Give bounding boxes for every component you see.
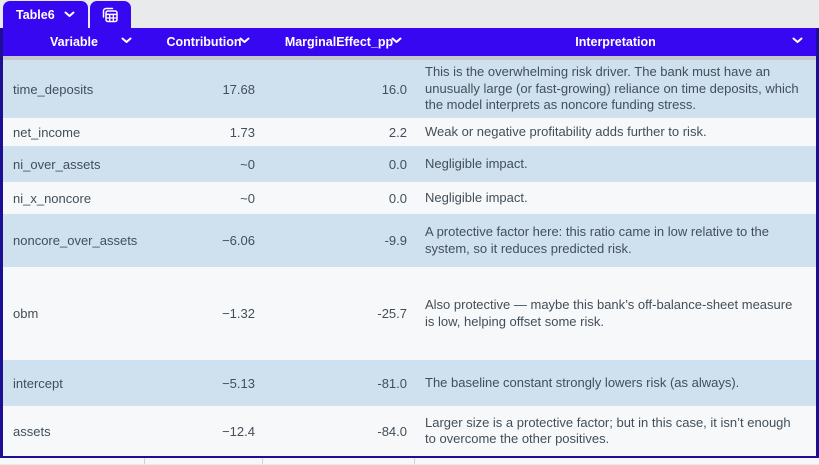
table-body: time_deposits 17.68 16.0 This is the overwh…	[3, 60, 816, 456]
cell-text: Negligible impact.	[425, 155, 528, 171]
cell-text: −12.4	[222, 423, 255, 439]
cell-interpretation[interactable]: Weak or negative profitability adds furt…	[415, 118, 816, 146]
cell-text: intercept	[13, 375, 63, 391]
cell-marginal-effect-pp[interactable]: 16.0	[263, 60, 415, 118]
cell-text: 0.0	[388, 156, 407, 172]
cell-contribution[interactable]: −6.06	[145, 214, 263, 267]
chevron-down-icon	[64, 11, 75, 17]
tab-label: Table6	[16, 7, 55, 22]
cell-text: Larger size is a protective factor; but …	[425, 414, 791, 447]
header-divider	[3, 56, 816, 60]
cell-text: noncore_over_assets	[13, 233, 138, 248]
cell-text: ~0	[240, 190, 255, 206]
chevron-down-icon	[121, 37, 132, 43]
cell-text: −6.06	[222, 233, 255, 248]
cell-interpretation[interactable]: This is the overwhelming risk driver. Th…	[415, 60, 816, 118]
table-row: net_income 1.73 2.2 Weak or negative profit…	[3, 118, 816, 146]
cell-variable[interactable]: noncore_over_assets	[3, 214, 145, 267]
cell-text: ni_over_assets	[13, 156, 101, 172]
cell-interpretation[interactable]: Also protective — maybe this bank’s off-…	[415, 267, 816, 360]
column-header-variable[interactable]: Variable	[3, 28, 145, 56]
cell-text: A protective factor here: this ratio cam…	[425, 224, 769, 256]
tab-tables-button[interactable]	[89, 1, 131, 28]
cell-text: This is the overwhelming risk driver. Th…	[425, 64, 799, 113]
cell-contribution[interactable]: −12.4	[145, 406, 263, 456]
tab-bar: Table6	[0, 0, 819, 28]
tables-icon	[102, 7, 118, 22]
cell-text: Negligible impact.	[425, 189, 528, 205]
cell-text: ni_x_noncore	[13, 190, 92, 206]
cell-marginal-effect-pp[interactable]: 0.0	[263, 146, 415, 182]
next-row-stub	[0, 458, 819, 464]
column-divider	[414, 458, 415, 464]
table-row: noncore_over_assets −6.06 -9.9 A protective…	[3, 214, 816, 267]
cell-marginal-effect-pp[interactable]: -25.7	[263, 267, 415, 360]
cell-marginal-effect-pp[interactable]: 0.0	[263, 182, 415, 214]
chevron-down-icon	[391, 37, 402, 43]
cell-marginal-effect-pp[interactable]: 2.2	[263, 118, 415, 146]
column-divider	[144, 458, 145, 464]
tab-table6[interactable]: Table6	[3, 1, 88, 28]
header-row: Variable Contribution MarginalEffect_pp Int…	[3, 28, 816, 56]
cell-marginal-effect-pp[interactable]: -81.0	[263, 360, 415, 406]
cell-text: -9.9	[384, 233, 407, 248]
cell-variable[interactable]: net_income	[3, 118, 145, 146]
cell-variable[interactable]: ni_over_assets	[3, 146, 145, 182]
table-row: time_deposits 17.68 16.0 This is the overwh…	[3, 60, 816, 118]
cell-marginal-effect-pp[interactable]: -9.9	[263, 214, 415, 267]
cell-text: 1.73	[229, 124, 255, 140]
cell-contribution[interactable]: −1.32	[145, 267, 263, 360]
column-header-marginaleffect_pp[interactable]: MarginalEffect_pp	[263, 28, 415, 56]
column-header-label: Variable	[50, 35, 98, 49]
cell-variable[interactable]: assets	[3, 406, 145, 456]
column-header-contribution[interactable]: Contribution	[145, 28, 263, 56]
cell-interpretation[interactable]: A protective factor here: this ratio cam…	[415, 214, 816, 267]
cell-text: -84.0	[377, 423, 407, 439]
cell-contribution[interactable]: ~0	[145, 146, 263, 182]
chevron-down-icon	[792, 37, 803, 43]
column-header-label: MarginalEffect_pp	[284, 35, 394, 49]
cell-interpretation[interactable]: Negligible impact.	[415, 182, 816, 214]
table-row: ni_x_noncore ~0 0.0 Negligible impact.	[3, 182, 816, 214]
cell-variable[interactable]: ni_x_noncore	[3, 182, 145, 214]
cell-variable[interactable]: intercept	[3, 360, 145, 406]
column-header-label: Interpretation	[575, 35, 656, 49]
cell-contribution[interactable]: ~0	[145, 182, 263, 214]
cell-text: net_income	[13, 124, 81, 140]
cell-text: assets	[13, 423, 51, 439]
cell-variable[interactable]: time_deposits	[3, 60, 145, 118]
table-row: obm −1.32 -25.7 Also protective — maybe thi…	[3, 267, 816, 360]
cell-text: -81.0	[377, 375, 407, 391]
cell-text: ~0	[240, 156, 255, 172]
cell-text: Also protective — maybe this bank’s off-…	[425, 297, 793, 329]
cell-text: -25.7	[377, 306, 407, 321]
cell-text: Weak or negative profitability adds furt…	[425, 123, 707, 139]
cell-marginal-effect-pp[interactable]: -84.0	[263, 406, 415, 456]
cell-contribution[interactable]: −5.13	[145, 360, 263, 406]
table-row: intercept −5.13 -81.0 The baseline constant…	[3, 360, 816, 406]
cell-text: The baseline constant strongly lowers ri…	[425, 374, 740, 390]
cell-text: 2.2	[388, 124, 407, 140]
column-divider	[262, 458, 263, 464]
table-row: assets −12.4 -84.0 Larger size is a protect…	[3, 406, 816, 456]
cell-variable[interactable]: obm	[3, 267, 145, 360]
column-header-interpretation[interactable]: Interpretation	[415, 28, 816, 56]
data-table: Variable Contribution MarginalEffect_pp Int…	[0, 28, 819, 458]
cell-text: time_deposits	[13, 81, 94, 97]
cell-text: 0.0	[388, 190, 407, 206]
cell-text: −1.32	[222, 306, 255, 321]
cell-text: 17.68	[222, 81, 255, 97]
cell-contribution[interactable]: 17.68	[145, 60, 263, 118]
cell-text: obm	[13, 306, 39, 321]
cell-text: −5.13	[222, 375, 255, 391]
cell-interpretation[interactable]: The baseline constant strongly lowers ri…	[415, 360, 816, 406]
column-header-label: Contribution	[166, 35, 242, 49]
chevron-down-icon	[239, 37, 250, 43]
cell-contribution[interactable]: 1.73	[145, 118, 263, 146]
cell-interpretation[interactable]: Negligible impact.	[415, 146, 816, 182]
cell-text: 16.0	[381, 81, 407, 97]
table-row: ni_over_assets ~0 0.0 Negligible impact.	[3, 146, 816, 182]
cell-interpretation[interactable]: Larger size is a protective factor; but …	[415, 406, 816, 456]
